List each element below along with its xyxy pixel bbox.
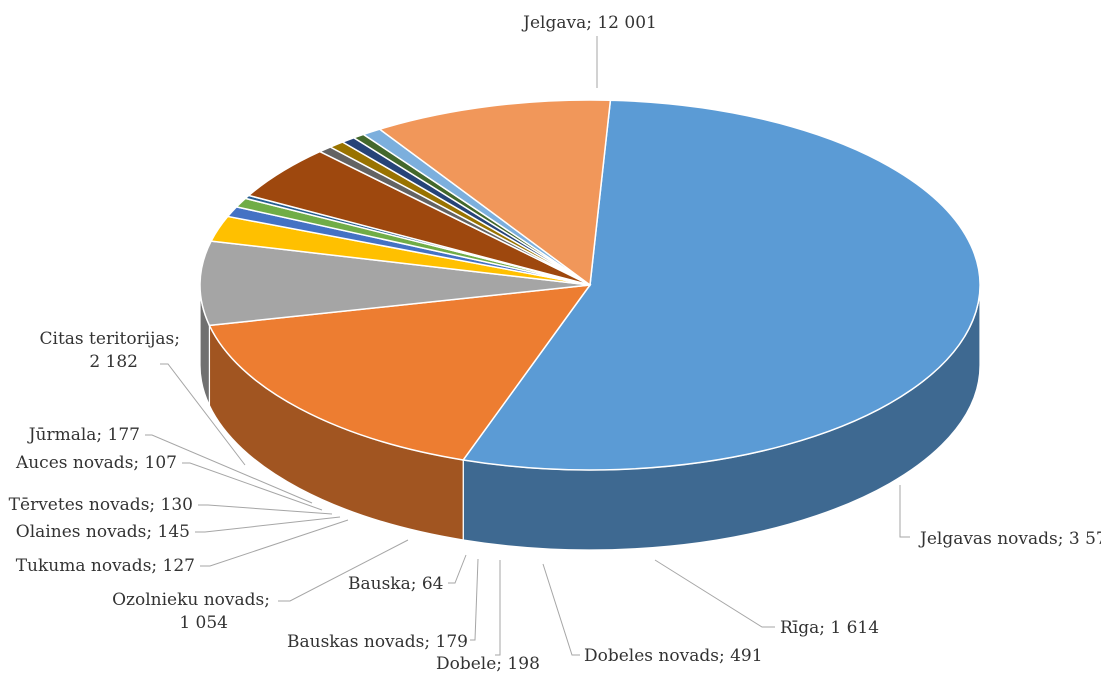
data-label-dobeles-novads: Dobeles novads; 491	[584, 646, 763, 666]
leader-line-olaines-novads	[195, 516, 341, 533]
leader-line-bauska	[448, 554, 467, 584]
leader-line-jelgavas-novads	[899, 485, 910, 538]
pie-slice-r-ga	[199, 240, 591, 327]
leader-line-dobeles-novads	[542, 563, 580, 656]
data-label-olaines-novads: Olaines novads; 145	[16, 522, 190, 542]
data-label-tukuma-novads: Tukuma novads; 127	[16, 556, 195, 576]
pie-slice-citas-teritorijas	[378, 99, 612, 287]
pie-top	[199, 99, 981, 471]
leader-line-tukuma-novads	[200, 519, 349, 567]
leader-line-dobele	[495, 560, 501, 656]
leader-line-r-ga	[654, 559, 775, 628]
leader-lines	[145, 36, 910, 656]
pie-slice-jelgavas-novads	[208, 284, 592, 461]
data-label-r-ga: Rīga; 1 614	[780, 618, 879, 638]
leader-line-citas-teritorijas	[160, 363, 246, 466]
data-label-jelgavas-novads: Jelgavas novads; 3 577	[918, 529, 1101, 549]
data-label-t-rvetes-novads: Tērvetes novads; 130	[9, 495, 193, 515]
data-label-dobele: Dobele; 198	[436, 654, 540, 674]
leader-line-auces-novads	[182, 462, 323, 511]
data-label-bauskas-novads: Bauskas novads; 179	[287, 632, 468, 652]
data-label-auces-novads: Auces novads; 107	[15, 453, 177, 473]
data-label-j-rmala: Jūrmala; 177	[27, 425, 140, 445]
leader-line-ozolnieku-novads	[278, 539, 409, 602]
data-labels: Jelgava; 12 001 Jelgavas novads; 3 577 Rīg…	[9, 13, 1101, 674]
data-label-jelgava: Jelgava; 12 001	[521, 13, 657, 33]
pie-slice-jelgava	[461, 99, 981, 471]
data-label-citas-teritorijas: Citas teritorijas; 2 182	[40, 329, 180, 372]
leader-line-bauskas-novads	[470, 558, 479, 641]
leader-line-t-rvetes-novads	[198, 504, 333, 515]
leader-line-j-rmala	[145, 434, 313, 504]
data-label-bauska: Bauska; 64	[348, 574, 444, 594]
data-label-ozolnieku-novads: Ozolnieku novads; 1 054	[112, 590, 270, 633]
